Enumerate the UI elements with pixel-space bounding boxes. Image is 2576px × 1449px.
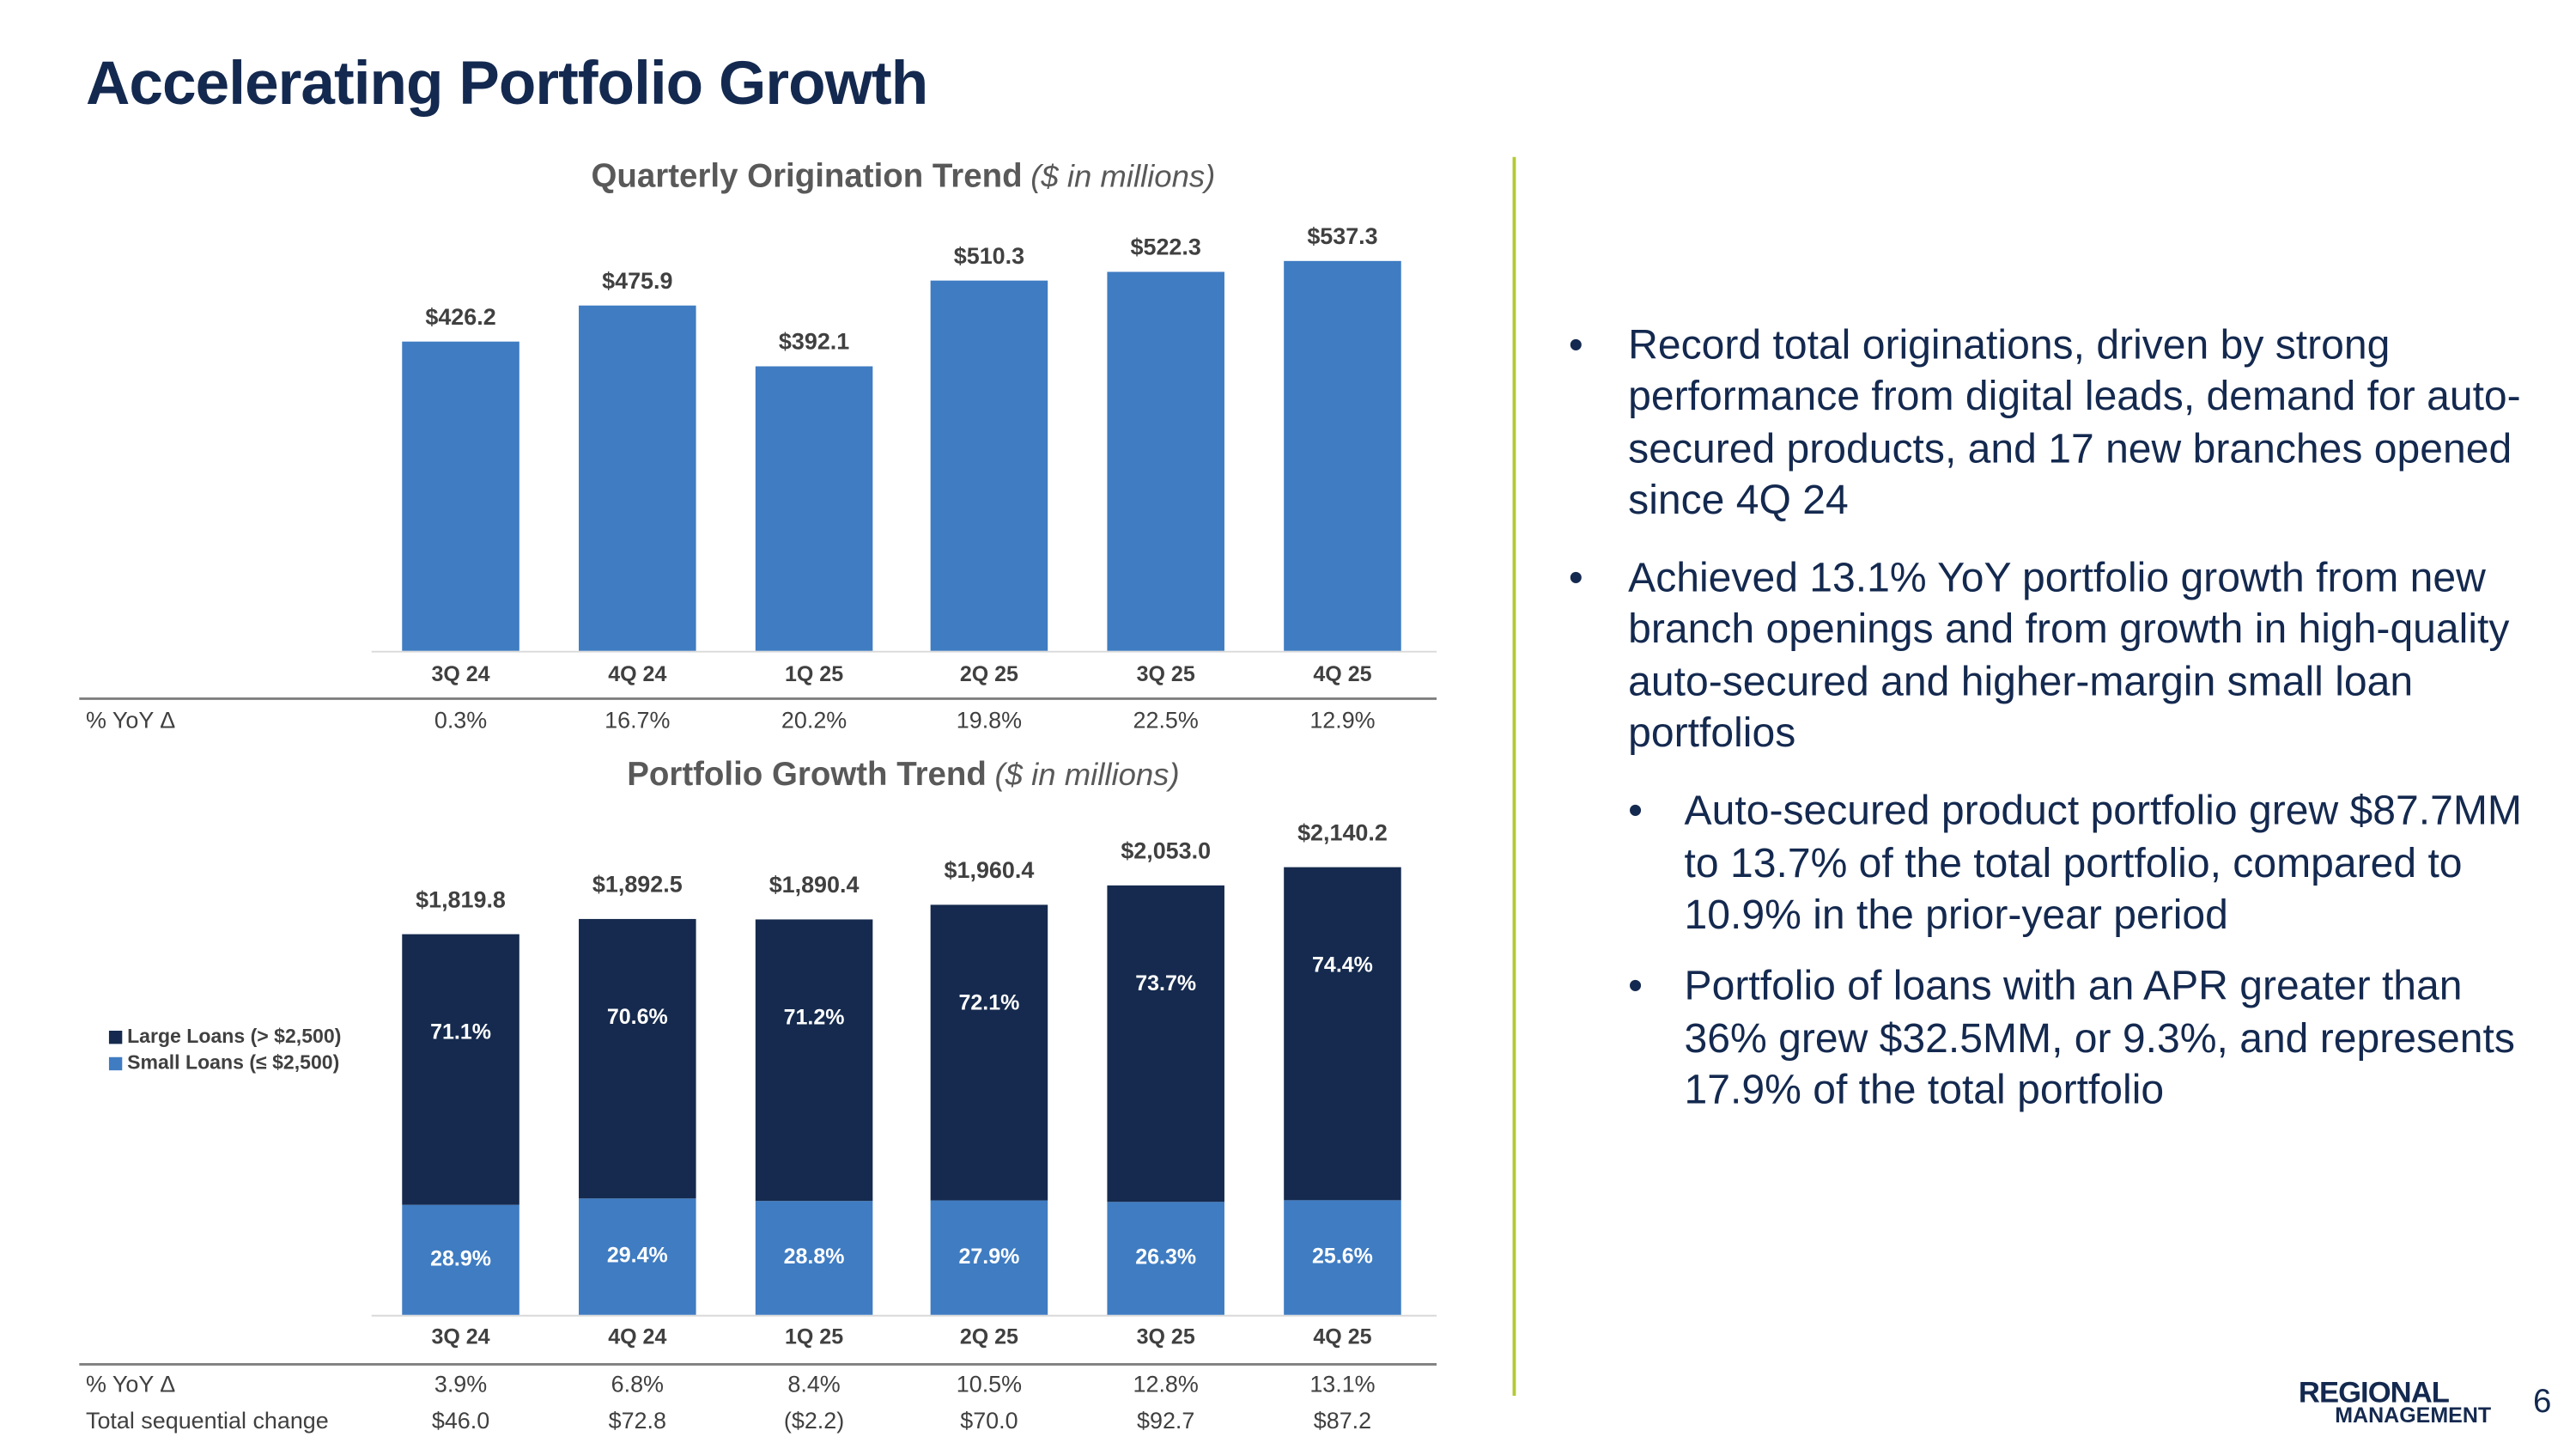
row-cell: 16.7% bbox=[605, 707, 670, 733]
bar-segment bbox=[579, 1198, 696, 1315]
segment-label: 28.8% bbox=[784, 1245, 845, 1269]
x-tick-label: 3Q 24 bbox=[431, 1324, 489, 1349]
bullet: Record total originations, driven by str… bbox=[1569, 320, 2543, 527]
x-tick-label: 3Q 25 bbox=[1137, 1324, 1195, 1349]
row-cell: $70.0 bbox=[960, 1408, 1018, 1434]
bar-segment bbox=[402, 1204, 519, 1315]
slide-title: Accelerating Portfolio Growth bbox=[86, 49, 928, 118]
x-tick-label: 4Q 24 bbox=[608, 662, 666, 686]
total-label: $1,892.5 bbox=[592, 872, 683, 898]
bar-segment bbox=[402, 934, 519, 1205]
bar-segment bbox=[1107, 1202, 1224, 1315]
legend-swatch bbox=[108, 1056, 123, 1071]
segment-label: 71.1% bbox=[430, 1020, 491, 1044]
sub-bullet: Auto-secured product portfolio grew $87.… bbox=[1628, 787, 2543, 942]
row-cell: $46.0 bbox=[432, 1408, 489, 1434]
bullet-list: Record total originations, driven by str… bbox=[1569, 320, 2543, 1133]
total-label: $1,960.4 bbox=[945, 857, 1035, 883]
row-label: % YoY Δ bbox=[86, 707, 175, 733]
segment-label: 28.9% bbox=[430, 1246, 491, 1270]
chart-title: Portfolio Growth Trend ($ in millions) bbox=[627, 756, 1179, 793]
chart-title-main: Portfolio Growth Trend bbox=[627, 756, 987, 793]
value-label: $522.3 bbox=[1131, 234, 1201, 260]
total-label: $2,140.2 bbox=[1297, 819, 1388, 845]
value-label: $392.1 bbox=[779, 329, 849, 355]
bar bbox=[402, 341, 519, 651]
segment-label: 26.3% bbox=[1135, 1245, 1196, 1269]
bar-segment bbox=[579, 918, 696, 1199]
segment-label: 73.7% bbox=[1135, 971, 1196, 995]
row-cell: 12.9% bbox=[1309, 707, 1375, 733]
row-cell: 10.5% bbox=[957, 1372, 1022, 1397]
sub-bullet: Portfolio of loans with an APR greater t… bbox=[1628, 962, 2543, 1117]
legend-label: Small Loans (≤ $2,500) bbox=[127, 1051, 339, 1074]
segment-label: 74.4% bbox=[1312, 953, 1373, 977]
x-tick-label: 3Q 24 bbox=[431, 662, 489, 686]
bar-segment bbox=[930, 1200, 1048, 1315]
row-cell: 19.8% bbox=[957, 707, 1022, 733]
x-tick-label: 1Q 25 bbox=[785, 1324, 843, 1349]
row-cell: 0.3% bbox=[434, 707, 487, 733]
total-label: $1,890.4 bbox=[769, 872, 860, 898]
x-tick-label: 2Q 25 bbox=[960, 662, 1018, 686]
row-cell: 22.5% bbox=[1133, 707, 1199, 733]
page-number: 6 bbox=[2533, 1384, 2552, 1421]
chart-title: Quarterly Origination Trend ($ in million… bbox=[592, 158, 1216, 195]
total-label: $1,819.8 bbox=[416, 886, 506, 912]
chart-subtitle: ($ in millions) bbox=[995, 757, 1180, 792]
bar bbox=[1284, 260, 1401, 651]
row-cell: 3.9% bbox=[434, 1372, 487, 1397]
bar-segment bbox=[755, 919, 873, 1202]
bar-segment bbox=[755, 1201, 873, 1315]
logo: REGIONAL MANAGEMENT bbox=[2298, 1375, 2492, 1428]
legend-label: Large Loans (> $2,500) bbox=[127, 1025, 341, 1047]
total-label: $2,053.0 bbox=[1121, 837, 1211, 863]
segment-label: 71.2% bbox=[784, 1005, 845, 1029]
x-tick-label: 4Q 25 bbox=[1313, 1324, 1371, 1349]
logo-text: REGIONAL bbox=[2298, 1375, 2450, 1409]
row-cell: 8.4% bbox=[787, 1372, 840, 1397]
bar-segment bbox=[1284, 867, 1401, 1201]
value-label: $510.3 bbox=[954, 243, 1024, 269]
x-tick-label: 2Q 25 bbox=[960, 1324, 1018, 1349]
row-cell: $72.8 bbox=[609, 1408, 666, 1434]
value-label: $537.3 bbox=[1307, 223, 1377, 249]
row-cell: ($2.2) bbox=[784, 1408, 844, 1434]
row-label: Total sequential change bbox=[86, 1408, 329, 1434]
row-cell: 20.2% bbox=[781, 707, 847, 733]
bar bbox=[755, 366, 873, 651]
row-cell: 13.1% bbox=[1309, 1372, 1375, 1397]
row-cell: 12.8% bbox=[1133, 1372, 1199, 1397]
bar bbox=[579, 305, 696, 651]
bar-segment bbox=[1284, 1200, 1401, 1315]
row-label: % YoY Δ bbox=[86, 1372, 175, 1397]
logo-text: MANAGEMENT bbox=[2335, 1402, 2492, 1428]
x-tick-label: 4Q 24 bbox=[608, 1324, 666, 1349]
chart-title-main: Quarterly Origination Trend bbox=[592, 158, 1023, 195]
row-cell: $87.2 bbox=[1314, 1408, 1371, 1434]
bullet: Achieved 13.1% YoY portfolio growth from… bbox=[1569, 554, 2543, 761]
x-tick-label: 4Q 25 bbox=[1313, 662, 1371, 686]
value-label: $426.2 bbox=[425, 304, 495, 330]
bar-segment bbox=[1107, 885, 1224, 1202]
value-label: $475.9 bbox=[602, 268, 672, 294]
segment-label: 25.6% bbox=[1312, 1245, 1373, 1269]
segment-label: 70.6% bbox=[607, 1005, 668, 1029]
legend-swatch bbox=[108, 1031, 123, 1044]
segment-label: 27.9% bbox=[958, 1245, 1019, 1269]
x-tick-label: 1Q 25 bbox=[785, 662, 843, 686]
bar bbox=[930, 280, 1048, 651]
bar-segment bbox=[930, 904, 1048, 1201]
segment-label: 72.1% bbox=[958, 990, 1019, 1014]
segment-label: 29.4% bbox=[607, 1244, 668, 1268]
chart-subtitle: ($ in millions) bbox=[1030, 158, 1215, 193]
row-cell: 6.8% bbox=[611, 1372, 664, 1397]
x-tick-label: 3Q 25 bbox=[1137, 662, 1195, 686]
row-cell: $92.7 bbox=[1137, 1408, 1194, 1434]
bar bbox=[1107, 271, 1224, 651]
